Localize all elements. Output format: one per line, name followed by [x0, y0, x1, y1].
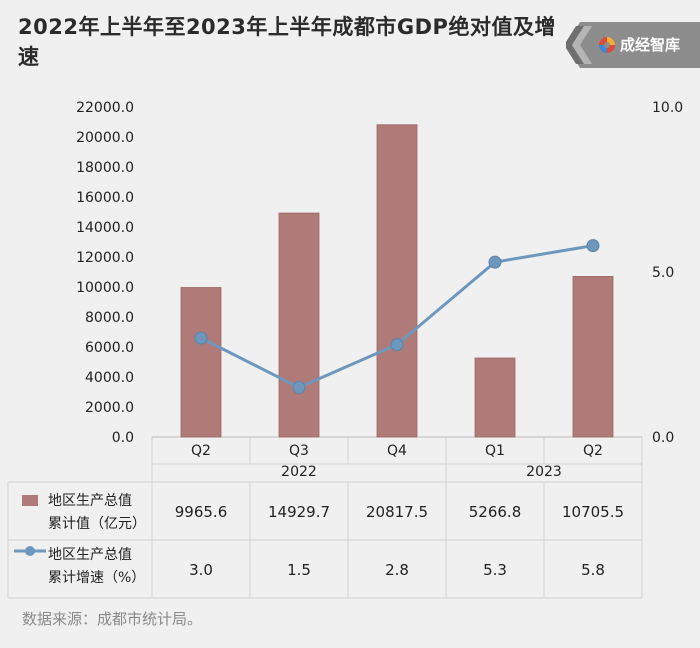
- data-table-grid: [7, 437, 643, 599]
- legend-label: 累计增速（%）: [48, 570, 145, 586]
- legend-label: 地区生产总值: [48, 493, 132, 509]
- table-value: 14929.7: [268, 503, 330, 521]
- x-tick-label: Q3: [289, 443, 309, 459]
- legend-label: 累计值（亿元）: [48, 516, 146, 532]
- y-left-tick-label: 20000.0: [76, 130, 134, 146]
- line-series: [194, 239, 600, 394]
- y-left-tick-label: 10000.0: [76, 280, 134, 296]
- y-right-tick-label: 5.0: [652, 265, 674, 281]
- bar: [376, 124, 418, 438]
- axes: 0.0 2000.0 4000.0 6000.0 8000.0 10000.0 12000.…: [76, 100, 683, 446]
- line-point: [390, 338, 404, 352]
- legend-label: 地区生产总值: [48, 547, 132, 563]
- x-tick-label: Q1: [485, 443, 505, 459]
- x-group-label: 2023: [526, 464, 562, 480]
- bar: [180, 287, 222, 438]
- x-tick-label: Q2: [191, 443, 211, 459]
- y-left-tick-label: 16000.0: [76, 190, 134, 206]
- logo-badge: [564, 22, 700, 68]
- combo-chart: 0.0 2000.0 4000.0 6000.0 8000.0 10000.0 12000.…: [7, 100, 683, 599]
- y-left-tick-label: 12000.0: [76, 250, 134, 266]
- line-point: [292, 381, 306, 394]
- line-point: [586, 239, 600, 253]
- table-value: 5.8: [581, 561, 605, 579]
- table-value: 5266.8: [469, 503, 522, 521]
- logo-name: 成经智库: [620, 36, 681, 54]
- x-group-label: 2022: [281, 464, 317, 480]
- y-left-tick-label: 6000.0: [85, 340, 134, 356]
- table-value: 3.0: [189, 561, 213, 579]
- y-right-tick-label: 10.0: [652, 100, 683, 116]
- table-value: 10705.5: [562, 503, 624, 521]
- bar: [278, 212, 320, 438]
- y-left-tick-label: 4000.0: [85, 370, 134, 386]
- bar: [474, 357, 516, 438]
- source-note: 数据来源：成都市统计局。: [22, 610, 203, 628]
- y-left-tick-label: 2000.0: [85, 400, 134, 416]
- logo: [564, 22, 700, 68]
- table-value: 20817.5: [366, 503, 428, 521]
- y-left-tick-label: 0.0: [112, 430, 134, 446]
- table-value: 1.5: [287, 561, 311, 579]
- y-left-tick-label: 22000.0: [76, 100, 134, 116]
- table-value: 5.3: [483, 561, 507, 579]
- legend-bar-swatch: [22, 495, 38, 506]
- bar: [572, 276, 614, 438]
- y-left-tick-label: 18000.0: [76, 160, 134, 176]
- y-left-tick-label: 14000.0: [76, 220, 134, 236]
- bar-series: [180, 124, 614, 438]
- chart-title: 2022年上半年至2023年上半年成都市GDP绝对值及增速: [18, 15, 556, 69]
- table-value: 2.8: [385, 561, 409, 579]
- line-point: [488, 255, 502, 269]
- line-point: [194, 331, 208, 345]
- y-right-tick-label: 0.0: [652, 430, 674, 446]
- table-value: 9965.6: [175, 503, 228, 521]
- x-tick-label: Q2: [583, 443, 603, 459]
- legend-line-marker: [25, 546, 35, 556]
- x-tick-label: Q4: [387, 443, 407, 459]
- y-left-tick-label: 8000.0: [85, 310, 134, 326]
